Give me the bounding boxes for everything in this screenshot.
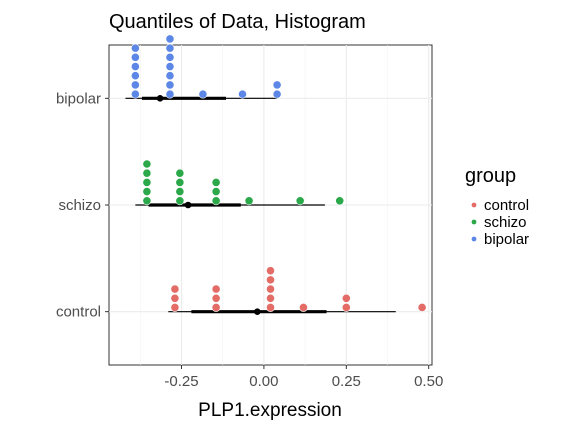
dot-control [211,303,221,312]
dot-control [170,284,180,294]
dot-control [341,303,351,312]
dot-bipolar [198,89,208,99]
dot-control [266,293,275,303]
dot-control [170,293,180,303]
dot-bipolar [165,52,175,62]
dot-schizo [175,168,185,178]
dot-control [170,303,180,312]
dot-bipolar [165,43,175,53]
x-tick-labels: -0.25 0.00 0.25 0.50 [164,365,443,390]
legend-key-schizo [471,219,477,225]
dot-schizo [211,177,221,187]
dot-schizo [295,196,305,206]
dot-bipolar [130,43,140,53]
dot-bipolar [130,71,140,81]
dot-schizo [175,187,185,196]
dot-control [341,293,351,303]
x-tick-label: 0.25 [332,373,361,390]
dot-control [417,303,427,312]
y-tick-labels: control schizo bipolar [56,90,109,321]
dot-bipolar [130,80,140,90]
summary-point [184,201,192,209]
dot-schizo [142,187,152,196]
dot-control [266,303,275,312]
dot-schizo [142,159,152,169]
dot-schizo [175,196,185,206]
legend-label: schizo [484,214,527,231]
dot-bipolar [238,89,247,99]
dot-bipolar [272,80,282,90]
dot-schizo [211,196,221,206]
summary-point [156,95,164,102]
legend-label: bipolar [484,231,529,248]
dot-control [266,275,275,285]
dot-bipolar [130,52,140,62]
dot-bipolar [165,89,175,99]
dot-bipolar [130,62,140,71]
dot-bipolar [165,34,175,44]
dot-schizo [211,187,221,196]
dot-control [299,303,308,312]
dot-schizo [335,196,345,206]
dot-schizo [142,196,152,206]
dot-bipolar [165,71,175,81]
dot-control [211,284,221,294]
summary-intervals [125,95,396,315]
y-tick-label: schizo [58,197,101,214]
dot-schizo [244,196,254,206]
x-tick-label: 0.00 [249,373,278,390]
dot-bipolar [165,62,175,71]
dot-schizo [142,177,152,187]
legend-key-control [471,202,477,208]
dot-bipolar [165,80,175,90]
summary-point [254,308,261,315]
dot-bipolar [130,89,140,99]
dot-control [211,293,221,303]
dot-bipolar [272,89,282,99]
legend-label: control [484,197,529,214]
dot-control [266,284,275,294]
x-tick-label: -0.25 [164,373,198,390]
x-axis-title: PLP1.expression [198,400,342,421]
chart-title: Quantiles of Data, Histogram [109,11,366,33]
dot-markers [130,34,427,312]
dot-control [266,266,275,276]
x-tick-label: 0.50 [414,373,443,390]
y-tick-label: bipolar [56,90,101,107]
legend-key-bipolar [471,236,477,242]
dot-schizo [142,168,152,178]
dot-schizo [175,177,185,187]
y-tick-label: control [56,304,101,321]
legend-title: group [465,165,516,187]
